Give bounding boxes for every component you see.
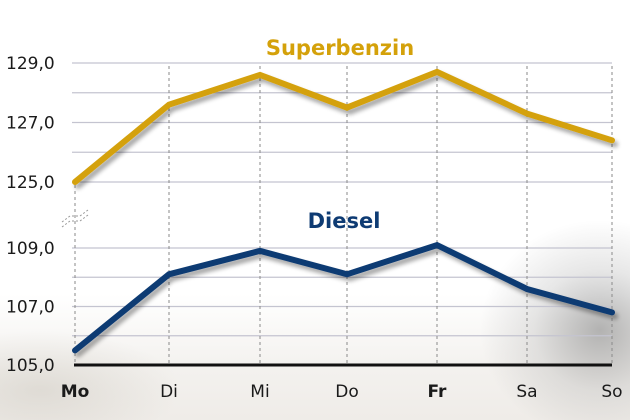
axis-break-icon [61,209,89,228]
y-tick-label: 107,0 [6,298,55,318]
y-tick-label: 125,0 [6,173,55,193]
x-tick-do: Do [335,382,359,402]
x-axis-ticks: Mo Di Mi Do Fr Sa So [61,382,623,402]
y-tick-label: 109,0 [6,239,55,259]
y-tick-label: 129,0 [6,54,55,74]
superbenzin-line [72,68,615,185]
x-tick-fr: Fr [428,382,448,402]
x-tick-so: So [601,382,622,402]
series-lines [72,68,615,354]
superbenzin-label: Superbenzin [266,36,414,60]
x-tick-sa: Sa [516,382,537,402]
y-tick-label: 127,0 [6,114,55,134]
diesel-label: Diesel [308,209,381,233]
y-tick-label: 105,0 [6,356,55,376]
y-axis-ticks: 129,0 127,0 125,0 109,0 107,0 105,0 [6,54,55,376]
diesel-line [72,241,615,354]
x-tick-mo: Mo [61,382,90,402]
x-tick-mi: Mi [250,382,269,402]
x-tick-di: Di [160,382,178,402]
